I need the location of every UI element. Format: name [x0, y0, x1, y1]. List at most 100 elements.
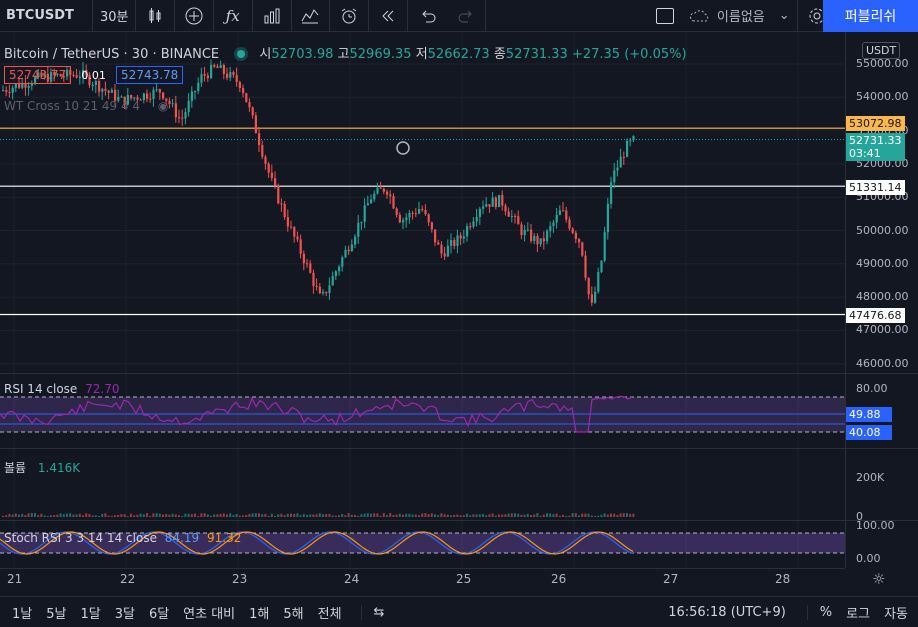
range-1d[interactable]: 1날: [12, 606, 33, 622]
candle-body: [594, 291, 597, 303]
redo-button[interactable]: [447, 0, 486, 31]
volume-bar: [194, 513, 196, 517]
range-5d[interactable]: 5날: [46, 606, 67, 622]
high-label: 고: [337, 47, 350, 62]
candle-body: [507, 211, 510, 217]
range-1y[interactable]: 1해: [249, 606, 270, 622]
volume-bar: [338, 515, 340, 517]
rsi-scale-top: 80.00: [856, 382, 888, 395]
candle-body: [251, 107, 254, 116]
candle-body: [581, 242, 584, 256]
interval-button[interactable]: 30분: [93, 0, 137, 31]
volume-bar: [37, 515, 40, 517]
candle-body: [571, 228, 574, 233]
stoch-scale-bottom: 0.00: [856, 552, 881, 565]
candle-body: [517, 216, 520, 225]
range-5y[interactable]: 5해: [283, 606, 304, 622]
range-ytd[interactable]: 연초 대비: [183, 606, 236, 622]
auto-toggle[interactable]: 자동: [884, 606, 908, 622]
volume-bar: [507, 513, 510, 517]
chart-type-button[interactable]: [136, 0, 175, 31]
candle-body: [469, 226, 472, 228]
candle-body: [523, 229, 526, 236]
volume-bar: [594, 515, 596, 517]
sell-button[interactable]: 52743.77: [4, 66, 72, 84]
volume-bar: [101, 514, 104, 517]
candle-body: [91, 85, 94, 87]
volume-bar: [568, 515, 571, 517]
volume-bar: [149, 515, 152, 517]
volume-bar: [603, 513, 606, 517]
candle-body: [165, 98, 168, 101]
alert-button[interactable]: [330, 0, 370, 31]
layout-name-button[interactable]: 이름없음 ⌄: [681, 0, 798, 31]
candle-body: [546, 230, 549, 242]
go-to-date-icon[interactable]: ⇆: [360, 604, 392, 620]
high-value: 52969.35: [349, 47, 412, 62]
candle-body: [590, 294, 593, 303]
percent-toggle[interactable]: %: [806, 604, 839, 620]
volume-scale-top: 200K: [856, 471, 885, 484]
candle-body: [446, 245, 449, 257]
candle-body: [18, 83, 21, 88]
candle-body: [139, 99, 142, 101]
candle-body: [542, 238, 545, 242]
candle-body: [600, 260, 603, 273]
volume-bar: [94, 515, 97, 517]
fullscreen-layout-button[interactable]: [650, 0, 681, 31]
log-toggle[interactable]: 로그: [846, 606, 871, 622]
volume-bar: [309, 514, 312, 517]
templates-button[interactable]: [292, 0, 331, 31]
candle-body: [34, 77, 37, 85]
compare-button[interactable]: [175, 0, 214, 31]
volume-bar: [232, 515, 235, 517]
clock-label[interactable]: 16:56:18 (UTC+9): [668, 604, 786, 620]
volume-bar: [558, 515, 561, 517]
volume-bar: [414, 514, 417, 517]
volume-bar: [357, 515, 360, 517]
publish-button[interactable]: 퍼블리쉬: [823, 0, 918, 32]
undo-button[interactable]: [408, 0, 447, 31]
plus-circle-icon: [185, 7, 203, 24]
volume-bar: [427, 514, 430, 517]
volume-bar: [85, 513, 88, 517]
volume-bar: [21, 513, 24, 517]
volume-bar: [197, 515, 200, 517]
candle-body: [402, 220, 405, 223]
volume-bar: [491, 513, 494, 517]
candle-body: [142, 93, 145, 100]
range-1m[interactable]: 1달: [80, 606, 101, 622]
volume-bar: [274, 515, 276, 517]
candle-body: [306, 263, 309, 265]
volume-bar: [245, 514, 248, 517]
candle-body: [587, 277, 590, 295]
indicators-button[interactable]: ƒx: [214, 0, 253, 31]
volume-bar: [504, 514, 507, 517]
replay-button[interactable]: [369, 0, 409, 31]
candle-body: [619, 156, 622, 168]
buy-button[interactable]: 52743.78: [116, 66, 184, 84]
range-6m[interactable]: 6달: [148, 606, 170, 622]
chart-settings-icon[interactable]: ☼: [872, 570, 886, 588]
symbol-search-button[interactable]: BTCUSDT: [0, 0, 94, 31]
candle-body: [216, 66, 219, 68]
volume-bar: [456, 514, 459, 517]
volume-bar: [360, 514, 363, 517]
time-axis[interactable]: 21 22 23 24 25 26 27 28: [0, 568, 845, 597]
candle-body: [114, 89, 117, 101]
volume-bar: [370, 513, 372, 517]
volume-bar: [555, 513, 558, 517]
financials-button[interactable]: [253, 0, 292, 31]
volume-bar: [210, 515, 212, 517]
candle-body: [344, 249, 347, 258]
range-3m[interactable]: 3달: [114, 606, 135, 622]
stoch-k-value: 84.19: [164, 531, 200, 545]
candle-body: [219, 65, 222, 68]
chart-canvas[interactable]: [0, 32, 845, 568]
eye-off-icon[interactable]: ◉: [157, 99, 169, 113]
rsi-value: 72.70: [85, 382, 120, 396]
currency-badge[interactable]: USDT: [862, 42, 901, 59]
range-all[interactable]: 전체: [317, 606, 342, 622]
candle-body: [66, 69, 69, 77]
candle-body: [382, 188, 385, 192]
